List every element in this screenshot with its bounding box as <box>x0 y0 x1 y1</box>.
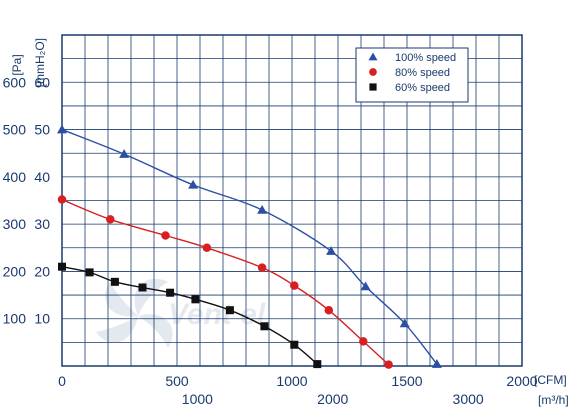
data-point <box>138 283 147 292</box>
fan-blade-icon <box>96 278 173 348</box>
grid <box>62 35 522 366</box>
x-tick-label-m3h: 2000 <box>317 391 348 407</box>
y-tick-label-mmh2o: 60 <box>34 74 50 90</box>
series <box>57 195 393 369</box>
data-point <box>359 337 368 346</box>
legend-label: 60% speed <box>395 82 450 94</box>
series <box>57 124 442 368</box>
series <box>58 262 322 369</box>
x-tick-label-cfm: 2000 <box>506 373 537 389</box>
series-line <box>61 266 318 365</box>
y-unit-secondary: [mmH₂O] <box>33 38 47 87</box>
y-tick-label-pa: 300 <box>3 216 27 232</box>
y-tick-label-pa: 500 <box>3 122 27 138</box>
y-tick-label-mmh2o: 50 <box>34 122 50 138</box>
y-unit-primary: [Pa] <box>10 54 24 75</box>
y-tick-label-pa: 100 <box>3 311 27 327</box>
x-tick-label-cfm: 500 <box>165 373 189 389</box>
watermark: Vent el <box>96 278 266 348</box>
x-unit-secondary: [m³/h] <box>538 393 569 407</box>
data-point <box>257 263 267 272</box>
data-point <box>57 124 67 134</box>
data-point <box>290 281 299 290</box>
x-tick-label-cfm: 0 <box>58 373 66 389</box>
data-point <box>166 288 175 297</box>
data-point <box>202 243 212 253</box>
y-tick-label-pa: 400 <box>3 169 27 185</box>
data-point <box>191 295 200 304</box>
legend: 100% speed 80% speed 60% speed <box>355 47 469 103</box>
data-point <box>110 277 119 286</box>
data-point <box>313 360 322 369</box>
data-point <box>106 215 115 224</box>
x-tick-label-m3h: 3000 <box>453 391 484 407</box>
legend-marker <box>368 52 378 61</box>
y-tick-label-pa: 200 <box>3 263 27 279</box>
data-point <box>260 322 269 331</box>
x-unit-primary: [CFM] <box>534 373 567 387</box>
x-tick-labels: 0 500 1000 1500 2000 1000 2000 3000 <box>58 373 538 407</box>
legend-label: 80% speed <box>395 67 450 79</box>
legend-item: 80% speed <box>369 67 450 79</box>
series-layer <box>57 124 442 369</box>
data-point <box>119 149 130 158</box>
legend-item: 100% speed <box>368 52 456 64</box>
y-tick-label-mmh2o: 10 <box>34 311 50 327</box>
data-point <box>290 340 299 349</box>
watermark-text: Vent el <box>168 298 266 331</box>
y-tick-label-mmh2o: 20 <box>34 263 50 279</box>
data-point <box>161 231 170 240</box>
data-point <box>85 268 94 277</box>
data-point <box>384 360 393 369</box>
data-point <box>188 179 199 189</box>
x-tick-label-cfm: 1000 <box>276 373 307 389</box>
legend-label: 100% speed <box>395 52 456 64</box>
data-point <box>58 262 66 271</box>
legend-marker <box>369 83 377 91</box>
data-point <box>326 246 337 255</box>
y-tick-label-mmh2o: 40 <box>34 169 50 185</box>
legend-marker <box>369 68 377 76</box>
x-tick-label-cfm: 1500 <box>391 373 422 389</box>
y-tick-label-pa: 600 <box>3 74 27 90</box>
x-tick-label-m3h: 1000 <box>182 391 213 407</box>
data-point <box>57 195 67 204</box>
y-tick-labels: 100 10 200 20 300 30 400 40 500 50 600 60 <box>3 74 51 326</box>
data-point <box>360 281 371 291</box>
data-point <box>324 305 334 315</box>
y-tick-label-mmh2o: 30 <box>34 216 50 232</box>
data-point <box>257 204 268 214</box>
data-point <box>431 359 442 368</box>
legend-item: 60% speed <box>369 82 450 94</box>
data-point <box>225 306 234 315</box>
data-point <box>399 318 410 328</box>
